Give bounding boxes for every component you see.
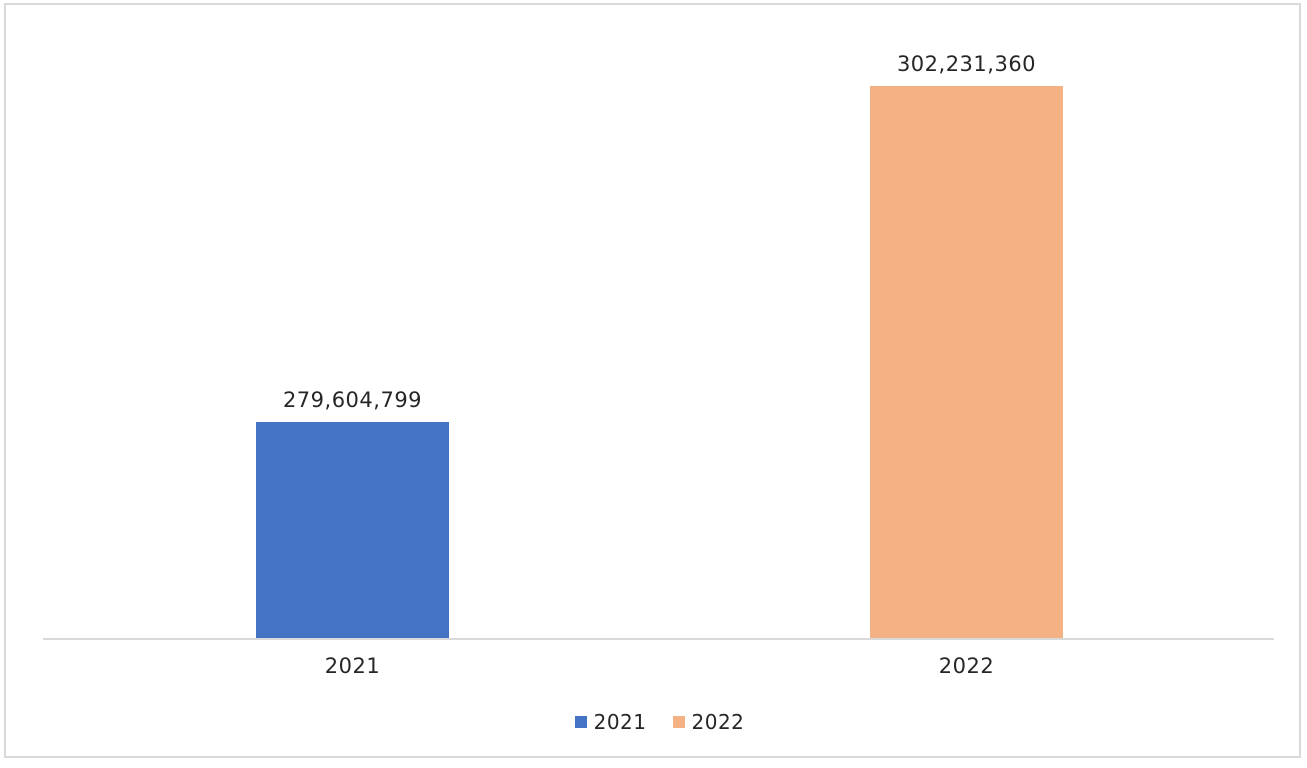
bar-group-2021: 279,604,799	[256, 387, 449, 639]
chart-frame[interactable]: 279,604,799 302,231,360 2021 2022 2021 2…	[4, 3, 1301, 758]
data-label-2021: 279,604,799	[282, 388, 423, 412]
legend-swatch-2022-icon	[672, 716, 685, 728]
legend: 2021 2022	[6, 710, 1307, 734]
legend-label-2022: 2022	[691, 710, 745, 734]
x-axis-label-2022: 2022	[938, 654, 995, 678]
bar-group-2022: 302,231,360	[870, 51, 1063, 639]
legend-swatch-2021-icon	[574, 716, 587, 728]
legend-item-2022[interactable]: 2022	[672, 710, 745, 734]
legend-item-2021[interactable]: 2021	[574, 710, 647, 734]
bar-2022[interactable]	[870, 86, 1063, 639]
x-axis-label-2021: 2021	[324, 654, 381, 678]
data-label-2022: 302,231,360	[896, 52, 1037, 76]
bar-2021[interactable]	[256, 422, 449, 639]
legend-label-2021: 2021	[593, 710, 647, 734]
x-axis-line	[43, 638, 1274, 640]
plot-area: 279,604,799 302,231,360 2021 2022 2021 2…	[6, 5, 1307, 768]
